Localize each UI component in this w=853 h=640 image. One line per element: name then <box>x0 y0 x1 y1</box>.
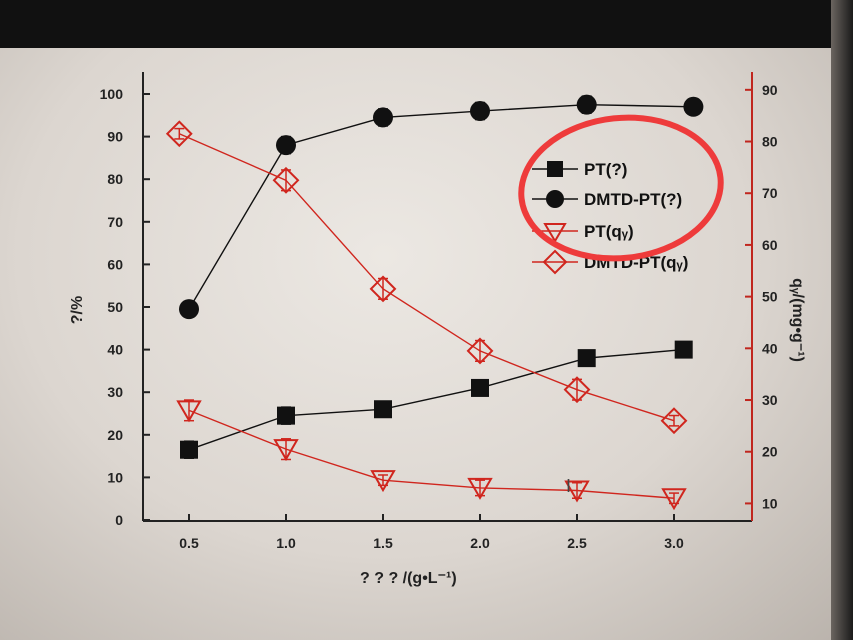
series-line <box>188 409 675 499</box>
data-point-diamond <box>165 120 193 148</box>
data-point-diamond <box>369 275 397 303</box>
data-point-triangle <box>661 488 687 511</box>
monitor-bezel-right <box>831 0 853 640</box>
data-point-triangle <box>176 400 202 423</box>
left-y-tick-label: 30 <box>107 384 123 400</box>
data-point-triangle <box>467 477 493 500</box>
left-y-tick-label: 0 <box>115 512 123 528</box>
hand-drawn-circle-annotation <box>518 114 724 262</box>
x-axis-label: ? ? ? /(g•L⁻¹) <box>360 570 457 587</box>
legend-square-marker <box>547 161 563 177</box>
data-point-circle <box>179 299 199 320</box>
series-line <box>188 348 684 451</box>
legend-diamond-marker <box>542 249 568 275</box>
right-y-tick-label: 60 <box>762 237 778 253</box>
data-point-square <box>674 340 693 359</box>
legend-circle-marker <box>546 190 564 208</box>
x-tick-label: 0.5 <box>179 535 199 551</box>
left-y-tick-label: 90 <box>107 129 123 145</box>
data-point-diamond <box>466 337 494 365</box>
x-tick-label: 2.0 <box>470 535 490 551</box>
series-line <box>179 133 675 422</box>
left-y-tick-label: 20 <box>107 427 123 443</box>
mouse-cursor-icon: I <box>566 476 571 496</box>
right-y-tick-label: 40 <box>762 340 778 356</box>
data-point-diamond <box>660 407 688 435</box>
x-tick-label: 2.5 <box>567 535 587 551</box>
left-y-tick-label: 100 <box>100 86 124 102</box>
data-point-triangle <box>370 470 396 493</box>
right-y-tick-label: 30 <box>762 392 778 408</box>
data-point-circle <box>683 96 704 117</box>
right-y-axis-label: qᵧ/(mg•g⁻¹) <box>789 278 806 362</box>
data-point-circle <box>576 94 597 115</box>
right-y-tick-label: 20 <box>762 444 778 460</box>
legend-triangle-marker <box>543 223 567 243</box>
right-y-tick-label: 50 <box>762 289 778 305</box>
data-point-square <box>180 440 198 459</box>
data-point-triangle <box>273 439 299 462</box>
legend-label-pt-capacity: PT(qᵧ) <box>584 222 634 241</box>
left-y-tick-label: 50 <box>107 299 123 315</box>
axes <box>142 72 753 522</box>
left-y-tick-label: 10 <box>107 469 123 485</box>
data-point-circle <box>373 107 393 128</box>
data-point-triangle <box>564 480 590 503</box>
left-y-tick-label: 80 <box>107 171 123 187</box>
legend-label-pt-removal: PT(?) <box>584 160 627 179</box>
monitor-bezel-top <box>0 0 853 48</box>
x-tick-label: 3.0 <box>664 535 684 551</box>
legend-label-dmtd-removal: DMTD-PT(?) <box>584 190 682 209</box>
left-y-tick-label: 40 <box>107 342 123 358</box>
series-line <box>188 103 694 310</box>
data-point-square <box>277 406 295 425</box>
right-y-tick-label: 90 <box>762 82 778 98</box>
legend: PT(?) DMTD-PT(?) PT(qᵧ) DMTD-PT(qᵧ) <box>532 160 688 275</box>
right-y-tick-label: 80 <box>762 134 778 150</box>
data-point-square <box>577 349 596 368</box>
x-tick-label: 1.5 <box>373 535 393 551</box>
data-point-square <box>471 378 489 397</box>
data-point-circle <box>470 101 490 122</box>
x-tick-label: 1.0 <box>276 535 296 551</box>
right-y-tick-label: 10 <box>762 495 778 511</box>
data-point-square <box>374 400 392 419</box>
left-y-tick-label: 70 <box>107 214 123 230</box>
left-y-tick-label: 60 <box>107 256 123 272</box>
left-y-axis-label: ?/% <box>69 296 86 324</box>
right-y-tick-label: 70 <box>762 185 778 201</box>
data-point-diamond <box>563 376 591 404</box>
data-point-diamond <box>272 166 300 194</box>
data-point-circle <box>276 135 296 156</box>
